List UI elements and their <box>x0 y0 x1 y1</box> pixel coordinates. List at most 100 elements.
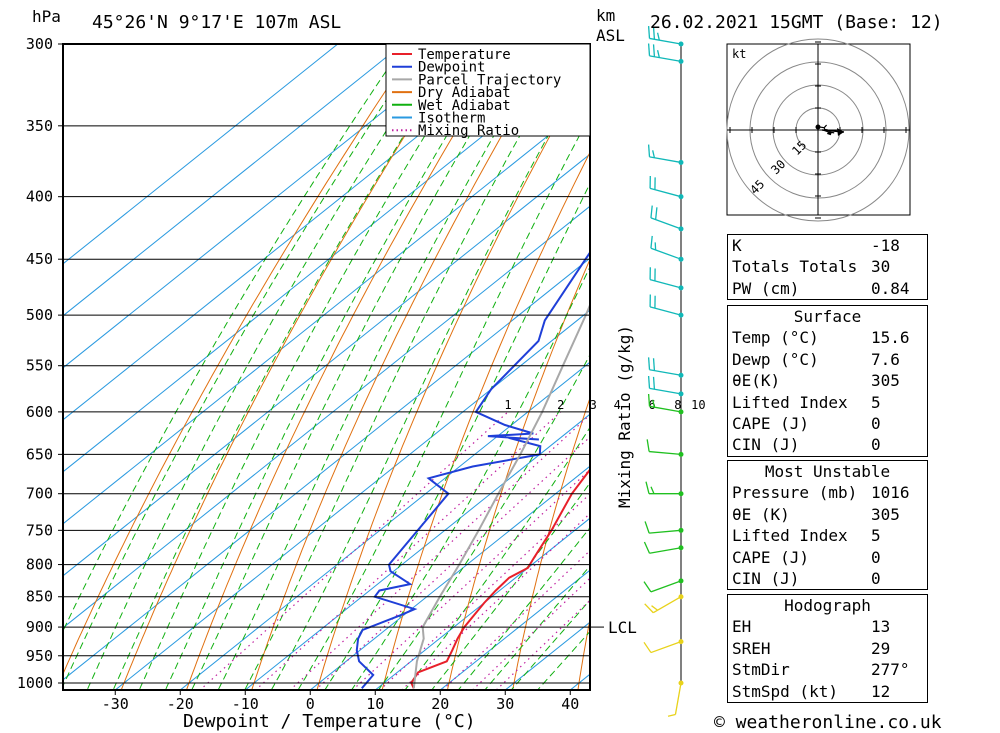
surface-cin-value: 0 <box>871 435 881 455</box>
wind-barb <box>649 37 682 45</box>
wind-barb-feather <box>651 605 659 611</box>
wind-level-dot <box>678 41 684 47</box>
wind-level-dot <box>678 226 684 232</box>
wet-adiabat-line <box>244 44 574 690</box>
x-tick-label: -20 <box>167 695 194 713</box>
wind-level-dot <box>678 159 684 165</box>
wet-adiabat-line <box>484 565 590 690</box>
wind-barb-feather <box>643 541 651 554</box>
surface-title: Surface <box>793 307 862 326</box>
wind-level-dot <box>678 285 684 291</box>
mu-cin-value: 0 <box>871 568 881 588</box>
wind-barb-feather <box>652 376 656 390</box>
wind-level-dot <box>678 391 684 397</box>
isotherm-line <box>63 257 590 681</box>
y-tick-label: 850 <box>26 588 53 606</box>
y-tick-label: 500 <box>26 306 53 324</box>
wet-adiabat-line <box>270 59 590 690</box>
surface-temp-value: 15.6 <box>871 328 910 348</box>
footer-site[interactable]: © weatheronline.co.uk <box>714 712 942 733</box>
wind-barb-feather <box>654 207 658 220</box>
legend-label: Parcel Trajectory <box>418 72 561 88</box>
mixing-ratio-axis-label: Mixing Ratio (g/kg) <box>615 325 634 508</box>
wind-barb-feather <box>652 150 656 158</box>
wind-barb <box>649 529 682 534</box>
wind-barb-feather <box>650 486 655 494</box>
asl-label: ASL <box>596 26 625 45</box>
sreh-value: 29 <box>871 638 891 658</box>
wind-barb <box>649 369 682 376</box>
x-axis-label: Dewpoint / Temperature (°C) <box>183 711 476 732</box>
wind-barb <box>649 156 682 164</box>
surface-cin-row: CIN (J) 0 <box>728 434 927 455</box>
surface-dewp-value: 7.6 <box>871 349 900 369</box>
dry-adiabat-line <box>967 0 1000 709</box>
surface-dewp-label: Dewp (°C) <box>732 349 819 369</box>
mixing-ratio-label: 8 <box>674 398 681 412</box>
wind-level-dot <box>678 194 684 200</box>
mixing-ratio-line <box>495 599 590 690</box>
surface-li-label: Lifted Index <box>732 392 848 412</box>
eh-label: EH <box>732 617 752 637</box>
isotherm-line <box>63 44 404 317</box>
hodograph-stats-panel: Hodograph EH 13 SREH 29 StmDir 277° StmSpd … <box>727 594 928 703</box>
mu-li-label: Lifted Index <box>732 526 848 546</box>
y-tick-label: 950 <box>26 647 53 665</box>
hodograph-unit: kt <box>732 47 746 61</box>
dewpoint-line <box>355 250 590 689</box>
pressure-unit-label: hPa <box>32 7 61 26</box>
mixing-ratio-label: 2 <box>557 398 564 412</box>
wind-level-dot <box>678 527 684 533</box>
indices-panel: K -18 Totals Totals 30 PW (cm) 0.84 <box>727 234 928 301</box>
mixing-ratio-line <box>351 468 590 690</box>
isotherm-line <box>63 101 590 525</box>
wind-barb-feather <box>656 32 660 41</box>
wind-barb-feather <box>647 26 651 39</box>
stmdir-value: 277° <box>871 660 910 680</box>
legend-label: Dry Adiabat <box>418 85 511 101</box>
parcel-trajectory-line <box>412 302 590 689</box>
wind-barb-feather <box>644 521 650 534</box>
mixing-ratio-line <box>379 493 590 690</box>
wind-barb-feather <box>647 357 651 370</box>
wind-barb-feather <box>647 43 651 56</box>
surface-cin-label: CIN (J) <box>732 435 800 455</box>
wind-level-dot <box>678 256 684 262</box>
stmspd-row: StmSpd (kt) 12 <box>728 681 927 702</box>
hodograph-title: Hodograph <box>784 596 871 615</box>
surface-cape-label: CAPE (J) <box>732 413 810 433</box>
isotherm-line <box>244 413 590 690</box>
wind-barb <box>649 405 682 413</box>
wind-level-dot <box>678 639 684 645</box>
mixing-ratio-line <box>289 414 590 690</box>
isotherm-line <box>374 517 590 690</box>
storm-motion-arrowhead <box>837 128 844 136</box>
mixing-ratio-label: 10 <box>691 398 705 412</box>
isotherm-line <box>63 44 339 265</box>
surface-thetae-label: θE(K) <box>732 371 781 391</box>
surface-temp-label: Temp (°C) <box>732 328 819 348</box>
sreh-label: SREH <box>732 638 771 658</box>
isotherm-line <box>439 569 590 690</box>
wind-barb-feather <box>652 358 656 371</box>
y-tick-label: 650 <box>26 445 53 463</box>
isotherm-line <box>309 465 590 690</box>
surface-cape-row: CAPE (J) 0 <box>728 413 927 434</box>
k-index-label: K <box>732 236 742 255</box>
wind-level-dot <box>678 451 684 457</box>
x-tick-label: -30 <box>102 695 129 713</box>
wind-barb-feather <box>645 481 650 494</box>
k-index-row: K -18 <box>728 235 927 256</box>
mu-thetae-label: θE (K) <box>732 504 790 524</box>
wind-barb-feather <box>643 641 652 653</box>
wind-barb <box>674 682 682 715</box>
mixing-ratio-line <box>199 411 509 690</box>
eh-value: 13 <box>871 617 891 637</box>
surface-panel: Surface Temp (°C) 15.6 Dewp (°C) 7.6 θE(K)… <box>727 305 928 457</box>
wind-barb-feather <box>652 44 656 57</box>
mu-cin-label: CIN (J) <box>732 568 800 588</box>
mu-pressure-value: 1016 <box>871 483 910 503</box>
legend-label: Temperature <box>418 47 511 63</box>
